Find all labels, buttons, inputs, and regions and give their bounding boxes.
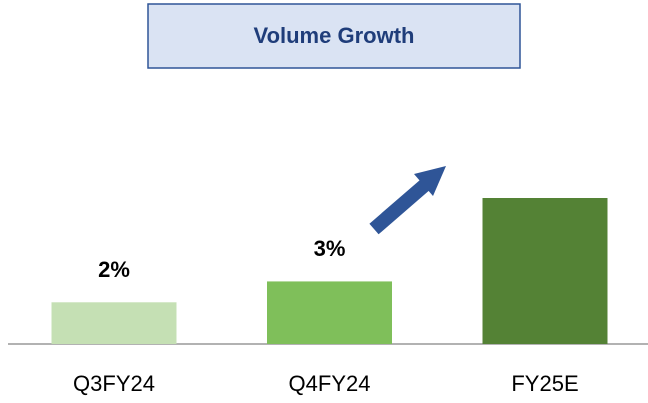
arrow-shaft [369, 178, 431, 235]
data-label: 2% [98, 257, 130, 282]
x-tick-label: Q4FY24 [289, 371, 371, 396]
title-box [147, 3, 521, 69]
chart-title: Volume Growth [254, 23, 415, 48]
bar [482, 198, 608, 344]
arrow-head [414, 166, 446, 196]
trend-arrow [369, 166, 446, 235]
x-tick-label: Q3FY24 [73, 371, 155, 396]
data-label: 3% [314, 236, 346, 261]
x-tick-label: FY25E [511, 371, 578, 396]
bar [267, 281, 392, 344]
bar [51, 302, 177, 344]
